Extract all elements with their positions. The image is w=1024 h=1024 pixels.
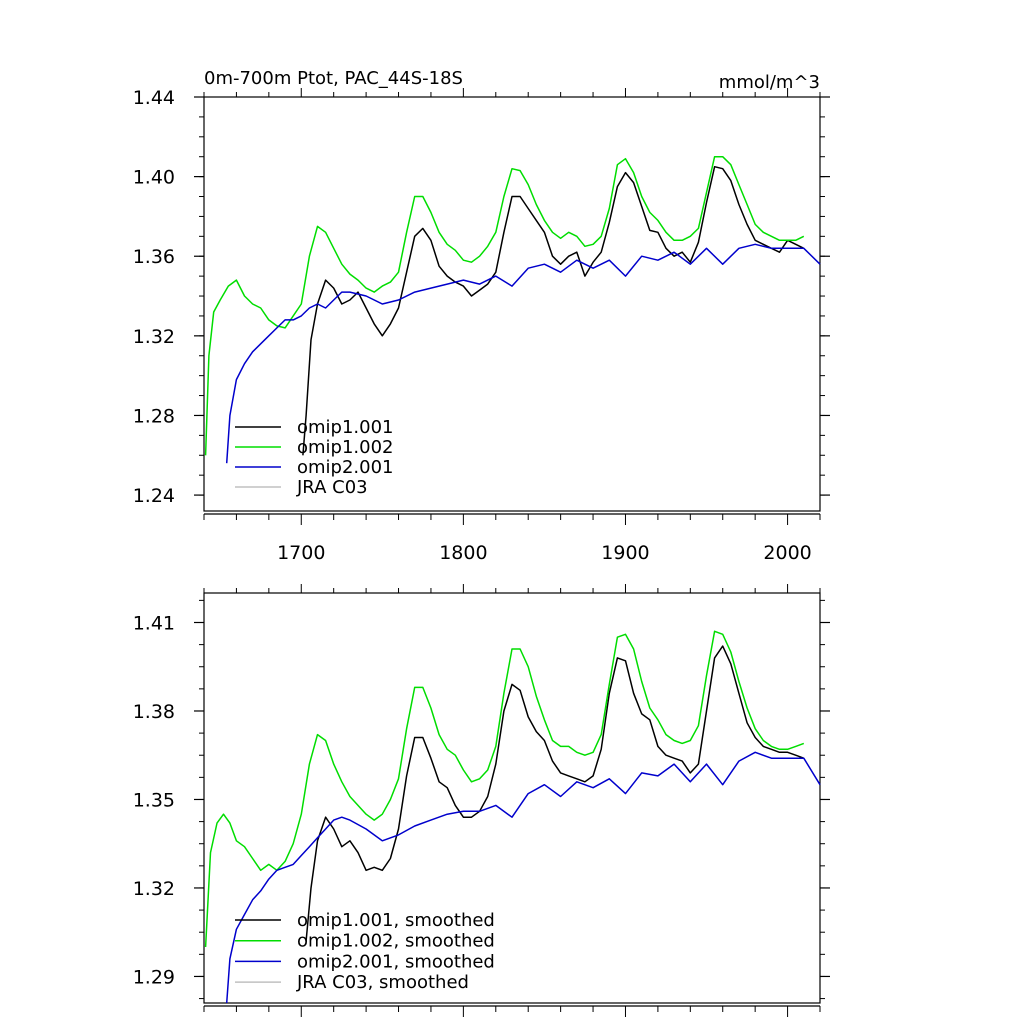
x-tick-label: 1900: [601, 542, 649, 564]
legend-label: omip1.002, smoothed: [297, 931, 495, 952]
y-tick-label: 1.36: [133, 246, 175, 268]
legend-label: omip2.001, smoothed: [297, 951, 495, 972]
plot-frame: [203, 96, 821, 512]
y-tick-label: 1.35: [133, 789, 175, 811]
series-line: [225, 751, 821, 1004]
series-line: [204, 155, 805, 456]
x-tick-label: 2000: [763, 542, 811, 564]
legend-label: omip1.001: [297, 417, 394, 438]
panel-title: 0m-700m Ptot, PAC_44S-18S: [204, 68, 463, 89]
y-tick-label: 1.28: [133, 405, 175, 427]
y-tick-label: 1.40: [133, 167, 175, 189]
series-line: [204, 630, 805, 948]
y-tick-label: 1.38: [133, 701, 175, 723]
series-line: [225, 243, 821, 464]
legend-label: JRA C03, smoothed: [296, 972, 469, 993]
x-tick-label: 1800: [439, 542, 487, 564]
legend-label: JRA C03: [296, 477, 368, 498]
y-tick-label: 1.41: [133, 612, 175, 634]
legend-label: omip2.001: [297, 457, 394, 478]
series-line: [302, 165, 805, 456]
y-tick-label: 1.29: [133, 966, 175, 988]
plot-frame: [203, 592, 821, 1004]
units-label: mmol/m^3: [719, 72, 820, 93]
series-line: [305, 645, 805, 942]
y-tick-label: 1.24: [133, 485, 175, 507]
x-tick-label: 1700: [277, 542, 325, 564]
y-tick-label: 1.44: [133, 87, 175, 109]
y-tick-label: 1.32: [133, 326, 175, 348]
legend-label: omip1.001, smoothed: [297, 910, 495, 931]
legend-label: omip1.002: [297, 437, 394, 458]
raw-panel: 1.24 1.28 1.32 1.36 1.40 1.44 1700 1800 1900 2000…: [133, 87, 830, 564]
y-tick-label: 1.32: [133, 878, 175, 900]
